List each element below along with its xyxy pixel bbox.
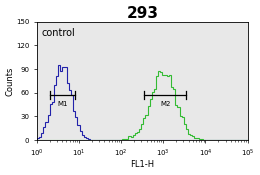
Title: 293: 293 — [126, 6, 158, 20]
X-axis label: FL1-H: FL1-H — [130, 160, 154, 169]
Text: M2: M2 — [160, 102, 170, 107]
Text: control: control — [42, 28, 75, 38]
Y-axis label: Counts: Counts — [5, 66, 15, 96]
Text: M1: M1 — [57, 102, 68, 107]
